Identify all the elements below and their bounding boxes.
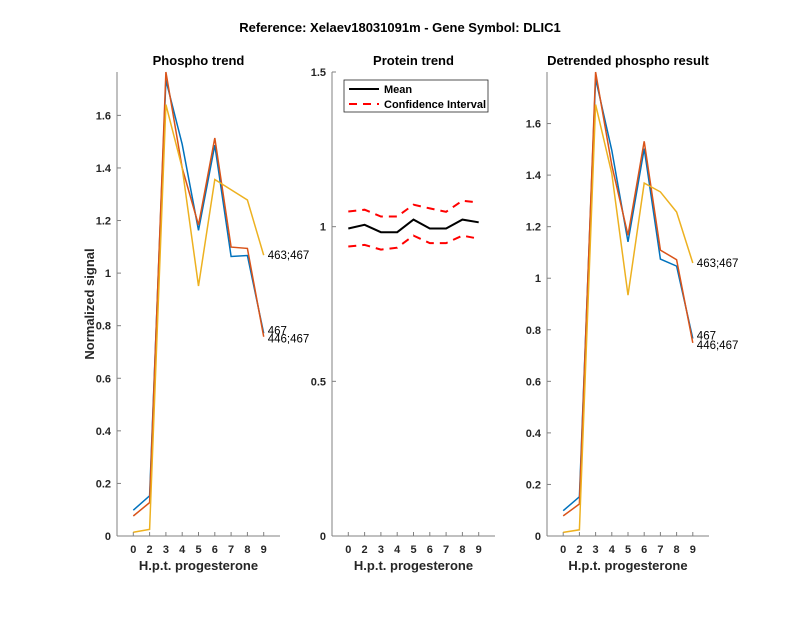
series-end-label: 467 bbox=[697, 331, 716, 343]
y-axis-label: Normalized signal bbox=[82, 248, 97, 359]
legend: Mean Confidence Interval bbox=[343, 79, 489, 113]
x-tick-label: 8 bbox=[674, 544, 680, 556]
x-tick-label: 0 bbox=[130, 544, 136, 556]
y-tick-label: 0.5 bbox=[311, 376, 326, 388]
x-axis-label: H.p.t. progesterone bbox=[139, 558, 258, 573]
x-tick-label: 3 bbox=[163, 544, 169, 556]
x-tick-label: 8 bbox=[244, 544, 250, 556]
y-tick-label: 0.4 bbox=[96, 426, 112, 438]
x-tick-label: 6 bbox=[212, 544, 218, 556]
axes-title: Protein trend bbox=[373, 53, 454, 68]
x-tick-label: 5 bbox=[195, 544, 201, 556]
x-tick-label: 2 bbox=[576, 544, 582, 556]
y-tick-label: 1 bbox=[535, 273, 541, 285]
y-tick-label: 0.2 bbox=[526, 479, 541, 491]
x-tick-label: 7 bbox=[228, 544, 234, 556]
x-tick-label: 0 bbox=[345, 544, 351, 556]
figure-suptitle: Reference: Xelaev18031091m - Gene Symbol… bbox=[239, 20, 561, 35]
x-tick-label: 3 bbox=[378, 544, 384, 556]
y-tick-label: 0 bbox=[320, 531, 326, 543]
legend-entry-label: Confidence Interval bbox=[384, 99, 486, 111]
series-end-label: 467 bbox=[268, 325, 287, 337]
y-tick-label: 0 bbox=[535, 531, 541, 543]
legend-box bbox=[343, 79, 489, 113]
y-tick-label: 0.6 bbox=[526, 376, 541, 388]
x-tick-label: 7 bbox=[443, 544, 449, 556]
series-end-label: 463;467 bbox=[268, 250, 310, 262]
y-tick-label: 0 bbox=[105, 531, 111, 543]
y-tick-label: 0.8 bbox=[96, 321, 111, 333]
legend-entry-label: Mean bbox=[384, 84, 412, 96]
series-line-mean bbox=[348, 218, 479, 234]
y-tick-label: 1.2 bbox=[526, 222, 541, 234]
axes-title: Detrended phospho result bbox=[547, 53, 709, 68]
y-tick-label: 1.2 bbox=[96, 216, 111, 228]
x-tick-label: 4 bbox=[394, 544, 401, 556]
y-tick-label: 1.5 bbox=[311, 67, 326, 79]
x-axis-label: H.p.t. progesterone bbox=[354, 558, 473, 573]
x-tick-label: 0 bbox=[560, 544, 566, 556]
x-tick-label: 3 bbox=[593, 544, 599, 556]
y-tick-label: 1.4 bbox=[96, 163, 112, 175]
axes-title: Phospho trend bbox=[153, 53, 245, 68]
y-tick-label: 1.6 bbox=[96, 110, 111, 122]
x-tick-label: 2 bbox=[147, 544, 153, 556]
x-tick-label: 8 bbox=[459, 544, 465, 556]
y-tick-label: 0.4 bbox=[526, 428, 542, 440]
x-axis-label: H.p.t. progesterone bbox=[568, 558, 687, 573]
x-tick-label: 9 bbox=[476, 544, 482, 556]
x-tick-label: 9 bbox=[261, 544, 267, 556]
series-line-confidence-interval-lower- bbox=[348, 234, 479, 251]
x-tick-label: 7 bbox=[657, 544, 663, 556]
x-tick-label: 6 bbox=[427, 544, 433, 556]
series-end-label: 463;467 bbox=[697, 258, 739, 270]
series-end-label: 446;467 bbox=[697, 340, 739, 352]
x-tick-label: 5 bbox=[625, 544, 631, 556]
detrended-phospho-axes: Detrended phospho result 0 0.2 0.4 0.6 0.8 1 1.… bbox=[526, 53, 739, 573]
x-tick-label: 4 bbox=[179, 544, 186, 556]
x-tick-label: 4 bbox=[609, 544, 616, 556]
series-line-446-467 bbox=[562, 71, 694, 517]
y-tick-label: 1.6 bbox=[526, 119, 541, 131]
series-end-label: 446;467 bbox=[268, 334, 310, 346]
y-tick-label: 0.2 bbox=[96, 478, 111, 490]
x-tick-label: 6 bbox=[641, 544, 647, 556]
x-tick-label: 9 bbox=[690, 544, 696, 556]
y-tick-label: 1 bbox=[320, 222, 326, 234]
y-tick-label: 1 bbox=[105, 268, 111, 280]
y-tick-label: 0.6 bbox=[96, 373, 111, 385]
y-tick-label: 0.8 bbox=[526, 325, 541, 337]
y-tick-label: 1.4 bbox=[526, 170, 542, 182]
x-tick-label: 2 bbox=[362, 544, 368, 556]
x-tick-label: 5 bbox=[410, 544, 416, 556]
series-line-463-467 bbox=[563, 104, 694, 534]
